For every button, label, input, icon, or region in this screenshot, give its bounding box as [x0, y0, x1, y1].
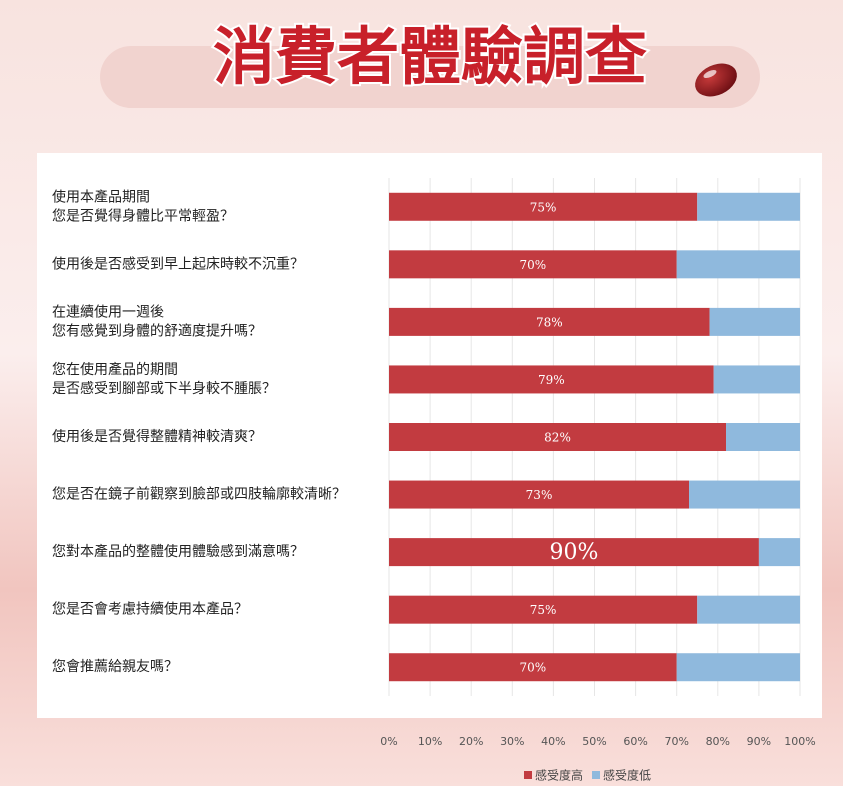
- value-label: 82%: [544, 431, 571, 445]
- value-label: 90%: [549, 540, 598, 565]
- x-tick-label: 80%: [706, 735, 730, 748]
- category-label: 您是否覺得身體比平常輕盈？: [52, 207, 234, 224]
- x-tick-label: 90%: [747, 735, 771, 748]
- legend-swatch: [524, 771, 532, 779]
- x-tick-label: 20%: [459, 735, 483, 748]
- bar-segment: [709, 307, 800, 336]
- bar-segment: [676, 250, 800, 279]
- bar-segment: [689, 480, 800, 509]
- category-label: 您對本產品的整體使用體驗感到滿意嗎？: [52, 543, 304, 560]
- value-label: 75%: [530, 603, 557, 617]
- category-label: 您有感覺到身體的舒適度提升嗎？: [52, 322, 262, 339]
- bar-segment: [697, 192, 800, 221]
- bar-segment: [389, 480, 690, 509]
- category-label: 使用本產品期間: [52, 188, 150, 205]
- value-label: 78%: [536, 315, 563, 329]
- category-label: 您是否會考慮持續使用本產品？: [52, 601, 248, 618]
- bar-segment: [389, 538, 759, 567]
- value-label: 75%: [530, 200, 557, 214]
- category-label: 您會推薦給親友嗎？: [52, 658, 178, 675]
- x-tick-label: 70%: [664, 735, 688, 748]
- chart-title: 消費者體驗調查: [213, 20, 647, 93]
- x-tick-label: 10%: [418, 735, 442, 748]
- category-label: 使用後是否感受到早上起床時較不沉重？: [52, 255, 304, 272]
- bar-segment: [726, 423, 800, 451]
- legend-label: 感受度低: [603, 768, 651, 783]
- x-tick-label: 30%: [500, 735, 524, 748]
- value-label: 79%: [538, 373, 565, 387]
- bar-segment: [676, 653, 800, 682]
- bar-segment: [389, 307, 710, 336]
- bar-segment: [697, 595, 800, 624]
- x-tick-label: 50%: [582, 735, 606, 748]
- x-tick-label: 0%: [380, 735, 397, 748]
- legend-swatch: [592, 771, 601, 779]
- category-label: 在連續使用一週後: [52, 303, 164, 320]
- value-label: 73%: [526, 488, 553, 502]
- bar-segment: [389, 250, 677, 279]
- title-pill: [100, 46, 760, 108]
- x-tick-label: 40%: [541, 735, 565, 748]
- bar-segment: [389, 595, 698, 624]
- category-label: 您是否在鏡子前觀察到臉部或四肢輪廓較清晰？: [52, 486, 346, 503]
- bean-icon: [695, 63, 737, 97]
- value-label: 70%: [520, 661, 547, 675]
- category-label: 使用後是否覺得整體精神較清爽？: [52, 428, 262, 445]
- x-tick-label: 100%: [784, 735, 815, 748]
- bar-segment: [758, 538, 800, 567]
- bean-highlight: [703, 69, 717, 79]
- bar-segment: [389, 365, 714, 394]
- legend-label: 感受度高: [535, 768, 583, 783]
- value-label: 70%: [520, 258, 547, 272]
- bar-segment: [389, 192, 698, 221]
- category-label: 是否感受到腳部或下半身較不腫脹？: [52, 380, 276, 397]
- bar-segment: [713, 365, 800, 394]
- x-tick-label: 60%: [623, 735, 647, 748]
- bar-segment: [389, 423, 727, 451]
- category-label: 您在使用產品的期間: [52, 361, 178, 378]
- bar-segment: [389, 653, 677, 682]
